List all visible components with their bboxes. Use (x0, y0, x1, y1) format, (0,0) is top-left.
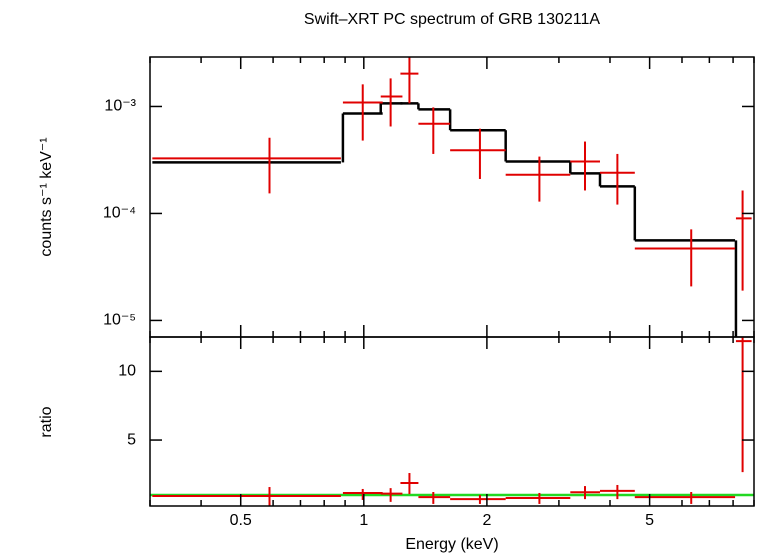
y-tick-label: 10⁻⁴ (103, 205, 136, 222)
y-tick-label: 10⁻³ (104, 98, 136, 115)
y-tick-label: 10⁻⁵ (103, 312, 136, 329)
axes-frame (149, 336, 755, 507)
x-tick-label: 2 (482, 512, 491, 529)
plot-area (150, 337, 754, 506)
x-tick-label: 5 (645, 512, 654, 529)
x-tick-label: 1 (359, 512, 368, 529)
axes-frame (149, 56, 755, 338)
plot-area (152, 57, 752, 337)
x-tick-label: 0.5 (230, 512, 252, 529)
y-tick-label: 10 (118, 363, 136, 380)
y-tick-label: 5 (127, 431, 136, 448)
y-axis-label: ratio (38, 406, 55, 437)
y-axis-label: counts s⁻¹ keV⁻¹ (38, 137, 55, 256)
chart-title: Swift–XRT PC spectrum of GRB 130211A (304, 11, 600, 28)
x-axis-label: Energy (keV) (405, 536, 498, 553)
